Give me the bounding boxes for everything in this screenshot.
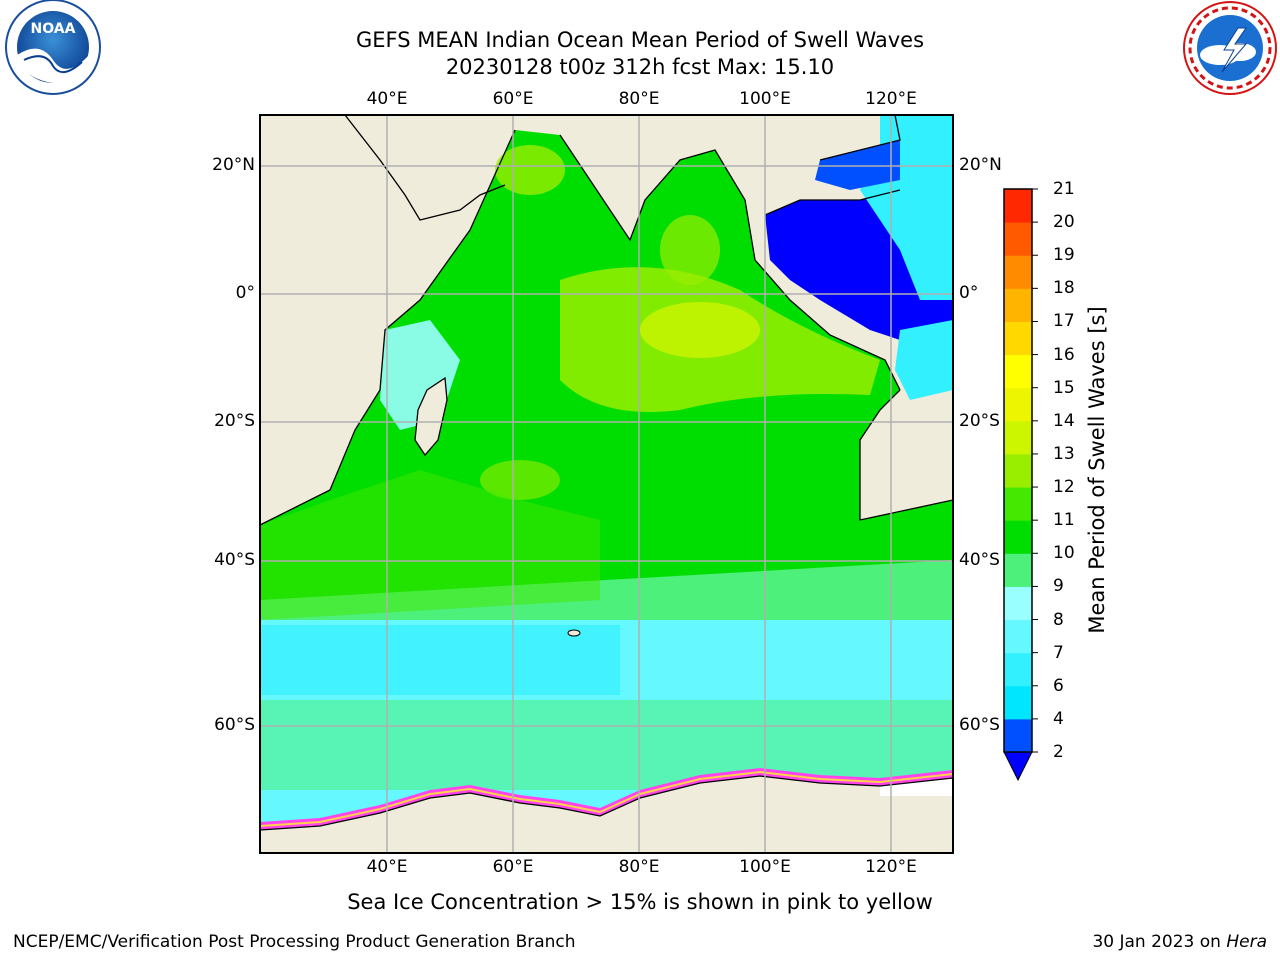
colorbar-tick-label: 18 [1053,278,1075,299]
colorbar-segment [1004,222,1032,256]
colorbar-segment [1004,255,1032,289]
lat-label-right-60s: 60°S [959,715,1000,735]
colorbar-tick-label: 21 [1053,179,1075,199]
noaa-logo-text: NOAA [31,21,76,37]
colorbar-segment [1004,652,1032,687]
lon-label-top-40e: 40°E [366,89,408,109]
lat-label-left-60s: 60°S [214,715,255,735]
colorbar-segment [1004,321,1032,356]
colorbar-under-arrow [1003,751,1033,782]
colorbar-tick-label: 19 [1053,245,1075,266]
colorbar-tick-label: 14 [1053,410,1075,431]
coastlines [260,115,953,831]
colorbar-tick-label: 4 [1053,708,1064,729]
colorbar-segment [1004,553,1032,587]
nws-logo [1183,1,1277,95]
colorbar-tick-label: 9 [1053,576,1064,597]
lon-label-top-60e: 60°E [492,89,534,109]
lon-label-top-120e: 120°E [865,89,917,109]
lon-label-top-100e: 100°E [739,89,791,109]
colorbar-segment [1004,354,1032,389]
colorbar-segment [1004,487,1032,521]
lat-label-right-0: 0° [959,283,979,303]
lon-label-bottom-60e: 60°E [492,857,534,877]
chart-title: GEFS MEAN Indian Ocean Mean Period of Sw… [355,28,925,52]
colorbar-tick-label: 13 [1053,443,1075,464]
lat-label-left-20s: 20°S [214,411,255,431]
colorbar-tick-label: 6 [1053,675,1064,696]
lon-label-bottom-100e: 100°E [739,857,791,877]
colorbar-tick-label: 20 [1053,212,1075,233]
lon-label-bottom-80e: 80°E [618,857,660,877]
lat-label-left-40s: 40°S [214,550,255,570]
noaa-logo [5,0,101,95]
colorbar-label: Mean Period of Swell Waves [s] [1085,306,1109,634]
lat-label-right-40s: 40°S [959,550,1000,570]
colorbar-segment [1004,387,1032,422]
colorbar-segment [1004,685,1032,720]
colorbar [1003,188,1038,782]
lon-label-bottom-120e: 120°E [865,857,917,877]
colorbar-tick-label: 8 [1053,609,1064,630]
colorbar-tick-label: 17 [1053,311,1075,332]
colorbar-segment [1004,586,1032,621]
colorbar-segment [1004,453,1032,488]
lat-label-right-20n: 20°N [959,155,1002,175]
graticule [260,115,953,853]
lon-label-bottom-40e: 40°E [366,857,408,877]
footer-credit: NCEP/EMC/Verification Post Processing Pr… [13,932,576,952]
colorbar-tick-label: 15 [1053,377,1075,398]
colorbar-frame [1003,188,1033,753]
chart-subtitle: 20230128 t00z 312h fcst Max: 15.10 [445,55,835,79]
lat-label-left-0: 0° [235,283,255,303]
colorbar-segment [1004,718,1032,753]
colorbar-tick-label: 12 [1053,477,1075,498]
lat-label-left-20n: 20°N [212,155,255,175]
colorbar-segment [1004,288,1032,322]
colorbar-tick-label: 7 [1053,642,1064,663]
lat-label-right-20s: 20°S [959,411,1000,431]
sea-ice-note: Sea Ice Concentration > 15% is shown in … [347,890,933,914]
colorbar-segment [1004,189,1032,223]
colorbar-segment [1004,420,1032,455]
colorbar-segment [1004,520,1032,554]
colorbar-tick-label: 10 [1053,543,1075,564]
colorbar-tick-label: 16 [1053,344,1075,365]
footer-machine: Hera [1226,932,1267,952]
footer-date-text: 30 Jan 2023 on [1092,932,1227,952]
map-frame [259,114,954,854]
lon-label-top-80e: 80°E [618,89,660,109]
footer-date: 30 Jan 2023 on Hera [1092,932,1267,952]
colorbar-tick-label: 11 [1053,510,1075,531]
colorbar-tick-label: 2 [1053,742,1064,762]
colorbar-segment [1004,619,1032,654]
